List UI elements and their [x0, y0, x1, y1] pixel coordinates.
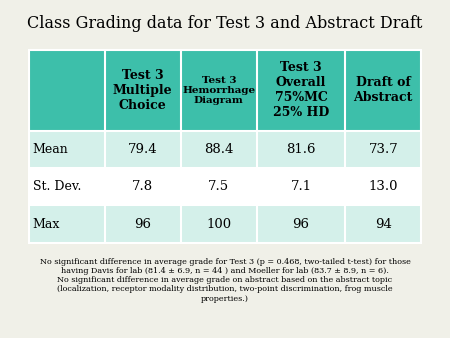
Text: 88.4: 88.4	[204, 143, 234, 156]
Text: Test 3
Overall
75%MC
25% HD: Test 3 Overall 75%MC 25% HD	[273, 62, 329, 119]
Text: Test 3
Hemorrhage
Diagram: Test 3 Hemorrhage Diagram	[182, 76, 256, 105]
FancyBboxPatch shape	[105, 131, 181, 168]
Text: 81.6: 81.6	[286, 143, 316, 156]
FancyBboxPatch shape	[181, 206, 257, 243]
FancyBboxPatch shape	[105, 50, 181, 131]
Text: 94: 94	[375, 218, 392, 231]
Text: 7.1: 7.1	[291, 180, 311, 193]
FancyBboxPatch shape	[257, 131, 345, 168]
Text: 96: 96	[292, 218, 310, 231]
Text: Draft of
Abstract: Draft of Abstract	[354, 76, 413, 104]
FancyBboxPatch shape	[345, 206, 421, 243]
FancyBboxPatch shape	[345, 131, 421, 168]
FancyBboxPatch shape	[257, 50, 345, 131]
FancyBboxPatch shape	[29, 206, 105, 243]
Text: No significant difference in average grade for Test 3 (p = 0.468, two-tailed t-t: No significant difference in average gra…	[40, 258, 410, 303]
Text: 7.8: 7.8	[132, 180, 153, 193]
FancyBboxPatch shape	[181, 50, 257, 131]
Text: 100: 100	[206, 218, 231, 231]
Text: 13.0: 13.0	[369, 180, 398, 193]
FancyBboxPatch shape	[105, 168, 181, 206]
FancyBboxPatch shape	[105, 206, 181, 243]
Text: 96: 96	[134, 218, 151, 231]
Text: Max: Max	[33, 218, 60, 231]
FancyBboxPatch shape	[345, 168, 421, 206]
Text: 73.7: 73.7	[369, 143, 398, 156]
Text: Class Grading data for Test 3 and Abstract Draft: Class Grading data for Test 3 and Abstra…	[27, 15, 423, 32]
Text: Test 3
Multiple
Choice: Test 3 Multiple Choice	[113, 69, 173, 112]
Text: St. Dev.: St. Dev.	[33, 180, 81, 193]
Text: 79.4: 79.4	[128, 143, 158, 156]
Text: Mean: Mean	[33, 143, 68, 156]
FancyBboxPatch shape	[181, 131, 257, 168]
FancyBboxPatch shape	[257, 168, 345, 206]
FancyBboxPatch shape	[29, 168, 105, 206]
FancyBboxPatch shape	[181, 168, 257, 206]
Text: 7.5: 7.5	[208, 180, 230, 193]
FancyBboxPatch shape	[345, 50, 421, 131]
FancyBboxPatch shape	[29, 131, 105, 168]
FancyBboxPatch shape	[257, 206, 345, 243]
FancyBboxPatch shape	[29, 50, 105, 131]
